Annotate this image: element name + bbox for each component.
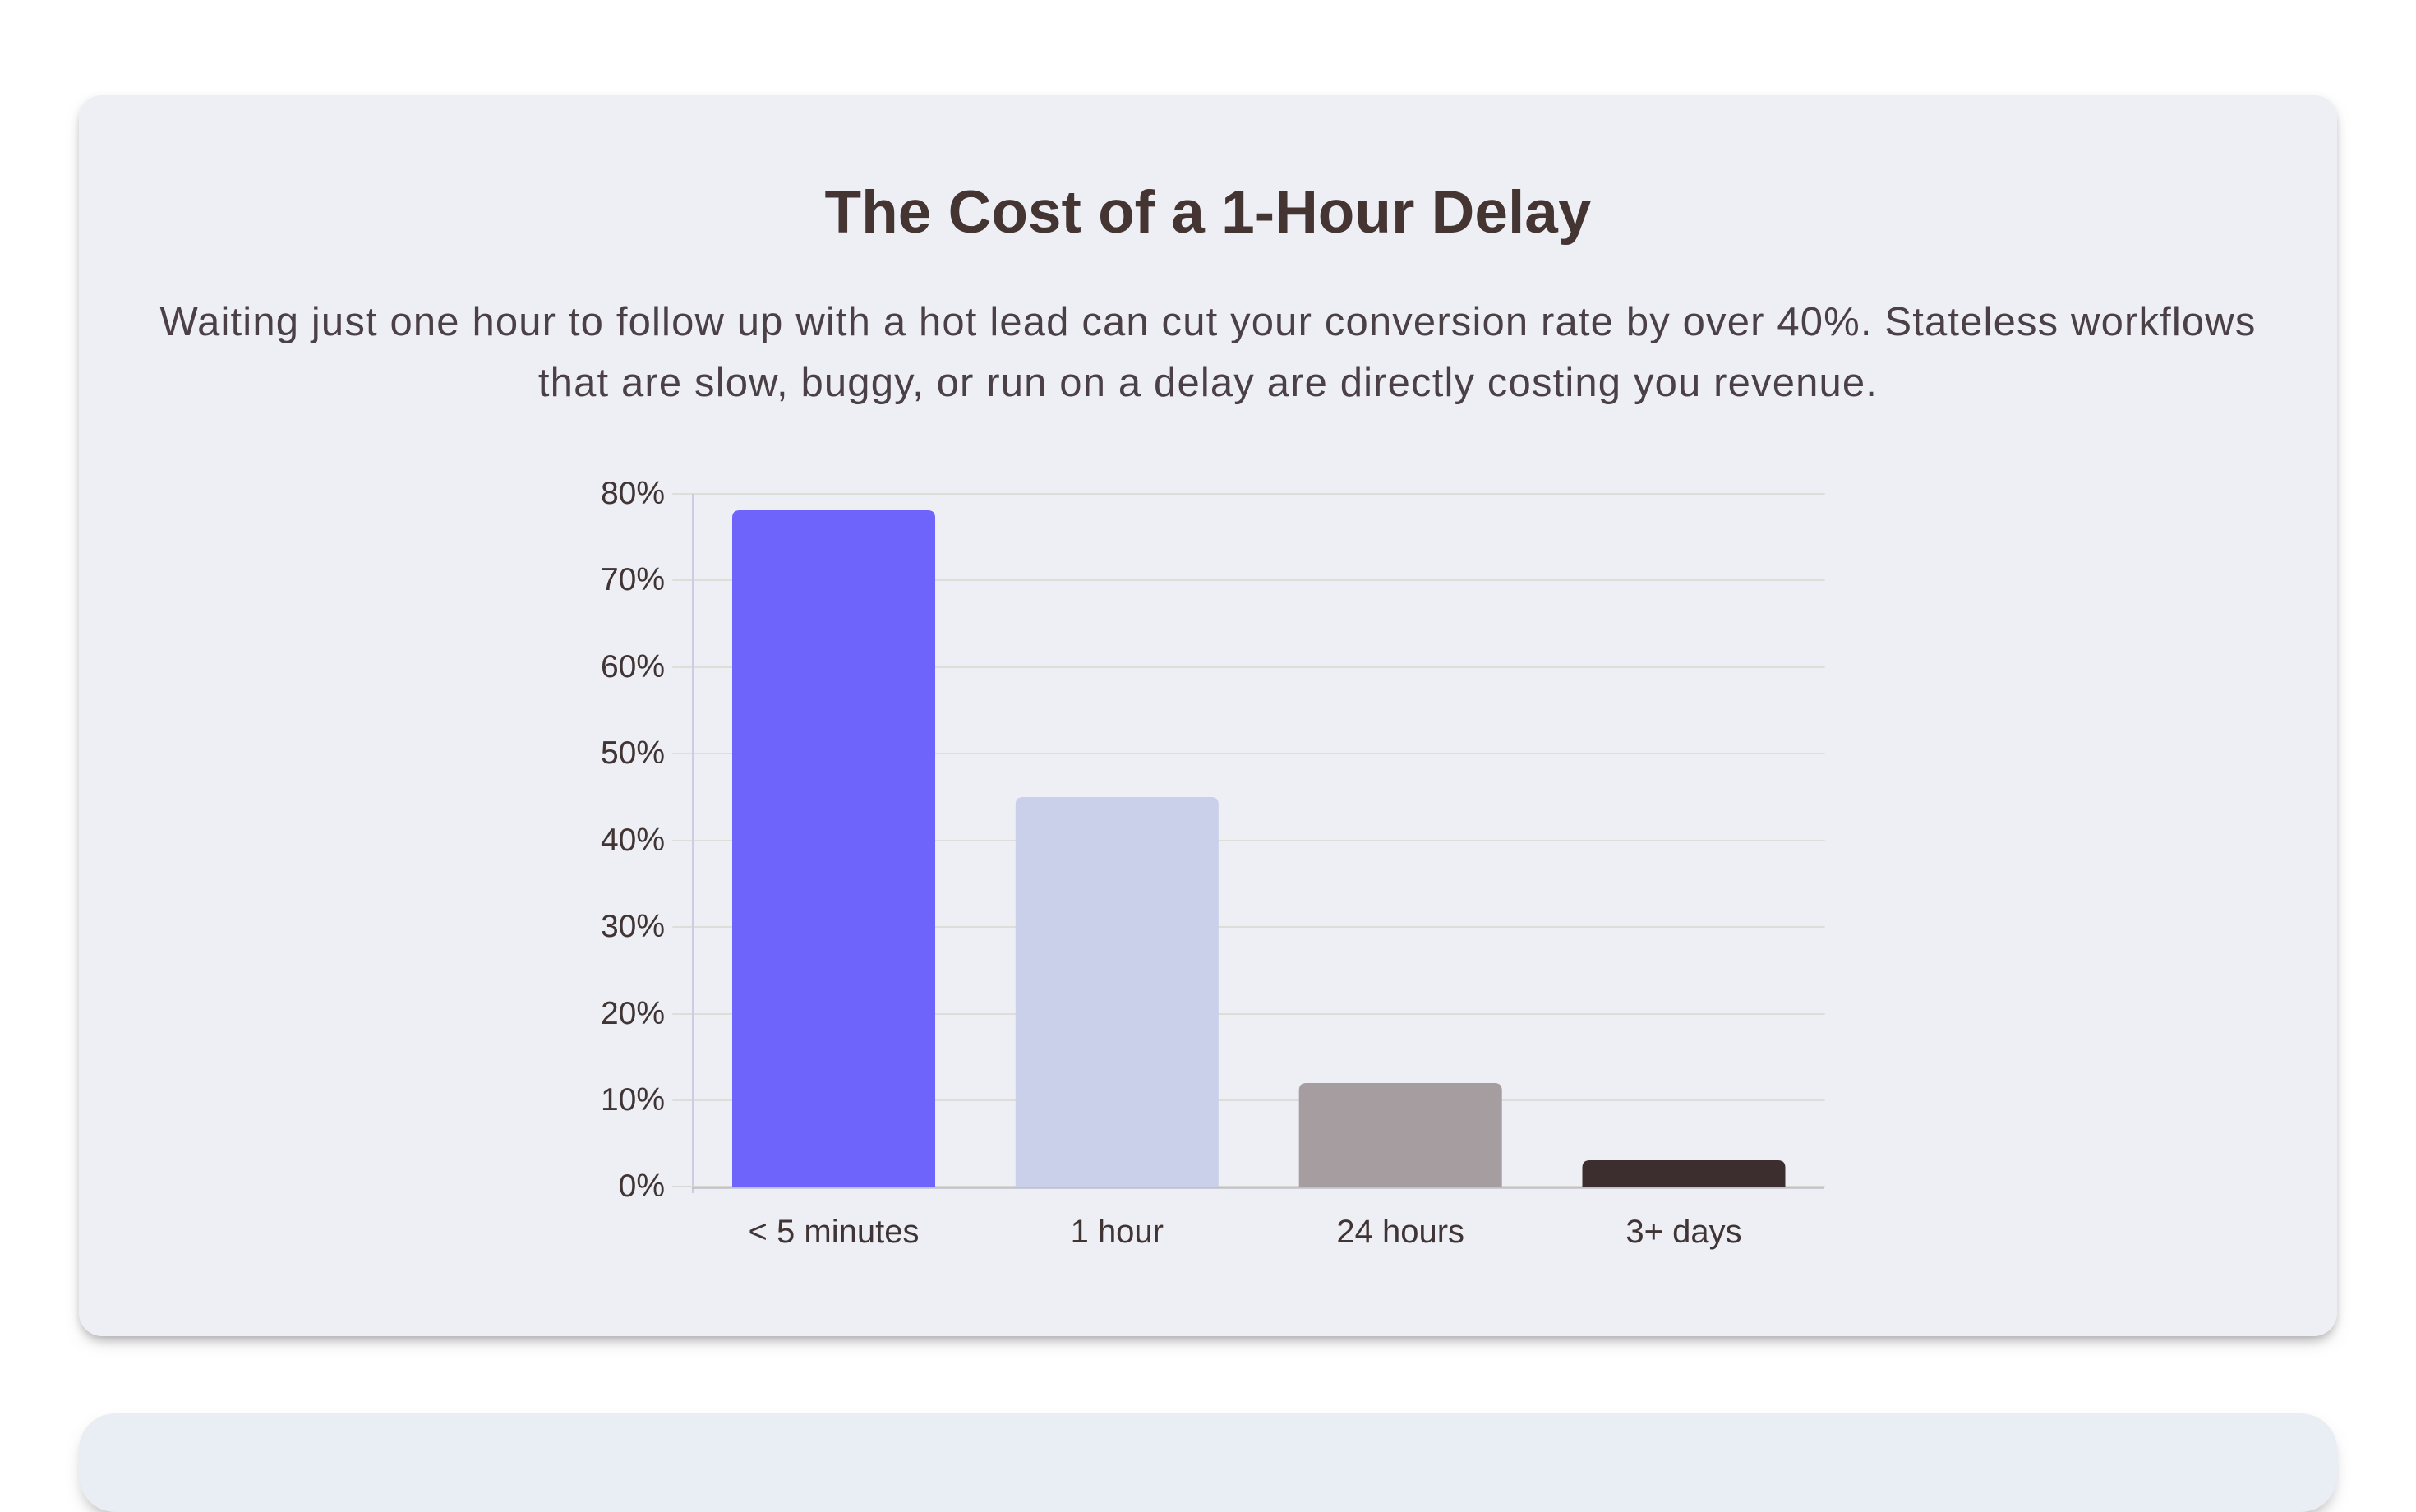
svg-text:that are slow, buggy, or run o: that are slow, buggy, or run on a delay …: [538, 361, 1878, 405]
svg-text:70%: 70%: [601, 562, 665, 597]
svg-text:80%: 80%: [601, 476, 665, 511]
svg-text:< 5 minutes: < 5 minutes: [749, 1214, 920, 1250]
svg-text:3+ days: 3+ days: [1625, 1214, 1741, 1250]
svg-text:1 hour: 1 hour: [1071, 1214, 1164, 1250]
svg-text:10%: 10%: [601, 1082, 665, 1118]
svg-text:30%: 30%: [601, 909, 665, 944]
svg-text:20%: 20%: [601, 996, 665, 1031]
svg-text:60%: 60%: [601, 649, 665, 685]
svg-text:Waiting just one hour to follo: Waiting just one hour to follow up with …: [160, 300, 2257, 344]
svg-text:24 hours: 24 hours: [1336, 1214, 1464, 1250]
svg-text:The Cost of a 1-Hour Delay: The Cost of a 1-Hour Delay: [825, 179, 1592, 246]
svg-text:40%: 40%: [601, 823, 665, 858]
svg-text:0%: 0%: [619, 1169, 665, 1204]
svg-text:50%: 50%: [601, 735, 665, 771]
